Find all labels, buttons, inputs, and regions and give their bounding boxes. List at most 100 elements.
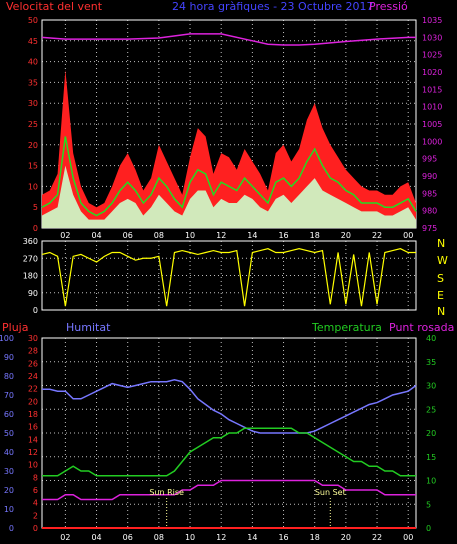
direction-y-tick-label: 0 xyxy=(33,306,38,315)
wind-x-tick-label: 00 xyxy=(403,231,413,240)
rain-y-tick-label: 8 xyxy=(33,473,38,482)
pressure-y-tick-label: 1030 xyxy=(422,33,442,42)
rain-y-tick-label: 10 xyxy=(28,461,38,470)
humidity-y-tick-label: 10 xyxy=(4,505,14,514)
wind-x-tick-label: 08 xyxy=(154,231,164,240)
pressure-y-tick-label: 975 xyxy=(422,224,437,233)
wind-series xyxy=(41,33,417,228)
pressure-y-tick-label: 995 xyxy=(422,155,437,164)
climate-x-tick-label: 08 xyxy=(154,533,164,542)
rain-label: Pluja xyxy=(2,321,28,334)
rain-y-tick-label: 30 xyxy=(28,334,38,343)
wind-y-tick-label: 10 xyxy=(28,182,38,191)
rain-y-tick-label: 2 xyxy=(33,511,38,520)
compass-label: N xyxy=(437,305,445,318)
climate-x-tick-label: 12 xyxy=(216,533,226,542)
climate-x-tick-label: 02 xyxy=(60,533,70,542)
humidity-y-tick-label: 40 xyxy=(4,448,14,457)
pressure-right-axis: 975 980 985 990 995 1000 1005 1010 1015 1020 1025 1… xyxy=(422,16,442,233)
humidity-y-tick-label: 100 xyxy=(0,334,14,343)
wind-x-tick-label: 22 xyxy=(372,231,382,240)
pressure-y-tick-label: 1025 xyxy=(422,51,442,60)
climate-x-tick-label: 04 xyxy=(91,533,101,542)
pressure-y-tick-label: 990 xyxy=(422,172,437,181)
temperature-y-tick-label: 0 xyxy=(426,524,431,533)
wind-x-tick-label: 20 xyxy=(341,231,351,240)
wind-x-tick-label: 04 xyxy=(91,231,101,240)
climate-x-tick-label: 16 xyxy=(278,533,288,542)
rain-y-tick-label: 18 xyxy=(28,410,38,419)
rain-y-tick-label: 26 xyxy=(28,359,38,368)
rain-y-tick-label: 16 xyxy=(28,423,38,432)
pressure-line xyxy=(41,33,416,46)
temperature-right-axis: 0 5 10 15 20 25 30 35 40 xyxy=(426,334,436,533)
humidity-left-axis: 0 10 20 30 40 50 60 70 80 90 100 xyxy=(0,334,14,533)
temperature-y-tick-label: 5 xyxy=(426,500,431,509)
wind-x-tick-label: 02 xyxy=(60,231,70,240)
rain-y-tick-label: 24 xyxy=(28,372,38,381)
climate-x-tick-label: 00 xyxy=(403,533,413,542)
wind-y-tick-label: 15 xyxy=(28,162,38,171)
pressure-label: Pressió xyxy=(369,0,408,13)
climate-x-tick-label: 20 xyxy=(341,533,351,542)
wind-y-tick-label: 50 xyxy=(28,16,38,25)
wind-y-tick-label: 25 xyxy=(28,120,38,129)
wind-direction-line xyxy=(41,248,416,307)
temperature-y-tick-label: 35 xyxy=(426,358,436,367)
wind-average-line xyxy=(41,136,417,217)
direction-y-tick-label: 270 xyxy=(23,254,38,263)
rain-y-tick-label: 28 xyxy=(28,347,38,356)
sun-event-label: Sun Rise xyxy=(149,488,184,497)
climate-x-axis: 02 04 06 08 10 12 14 16 18 20 22 00 xyxy=(60,533,413,542)
wind-y-tick-label: 20 xyxy=(28,141,38,150)
wind-x-tick-label: 10 xyxy=(185,231,195,240)
compass-label: N xyxy=(437,237,445,250)
humidity-y-tick-label: 60 xyxy=(4,410,14,419)
temperature-y-tick-label: 20 xyxy=(426,429,436,438)
rain-y-tick-label: 12 xyxy=(28,448,38,457)
humidity-y-tick-label: 80 xyxy=(4,372,14,381)
pressure-y-tick-label: 1020 xyxy=(422,68,442,77)
humidity-y-tick-label: 0 xyxy=(9,524,14,533)
pressure-y-tick-label: 985 xyxy=(422,189,437,198)
rain-y-tick-label: 4 xyxy=(33,499,38,508)
rain-y-tick-label: 6 xyxy=(33,486,38,495)
wind-y-tick-label: 30 xyxy=(28,99,38,108)
dewpoint-line xyxy=(42,479,416,501)
wind-y-tick-label: 45 xyxy=(28,37,38,46)
wind-x-tick-label: 06 xyxy=(123,231,133,240)
temperature-y-tick-label: 40 xyxy=(426,334,436,343)
wind-gust-area xyxy=(42,69,416,228)
pressure-y-tick-label: 1015 xyxy=(422,85,442,94)
rain-y-tick-label: 14 xyxy=(28,435,38,444)
climate-x-tick-label: 14 xyxy=(247,533,257,542)
direction-series xyxy=(41,248,416,307)
rain-y-tick-label: 22 xyxy=(28,385,38,394)
wind-y-tick-label: 5 xyxy=(33,203,38,212)
humidity-y-tick-label: 20 xyxy=(4,486,14,495)
pressure-y-tick-label: 1035 xyxy=(422,16,442,25)
climate-series xyxy=(42,379,417,529)
humidity-y-tick-label: 90 xyxy=(4,353,14,362)
humidity-y-tick-label: 50 xyxy=(4,429,14,438)
pressure-y-tick-label: 1000 xyxy=(422,137,442,146)
chart-title: 24 hora gràfiques - 23 Octubre 2017 xyxy=(172,0,374,13)
humidity-y-tick-label: 30 xyxy=(4,467,14,476)
rain-y-tick-label: 20 xyxy=(28,397,38,406)
wind-y-tick-label: 40 xyxy=(28,58,38,67)
wind-speed-label: Velocitat del vent xyxy=(6,0,103,13)
humidity-line xyxy=(42,379,417,434)
temperature-y-tick-label: 30 xyxy=(426,382,436,391)
wind-y-tick-label: 0 xyxy=(33,224,38,233)
sun-annotations: Sun Rise Sun Set xyxy=(149,488,346,528)
dewpoint-label: Punt rosada xyxy=(389,321,454,334)
direction-left-axis: 0 90 180 270 360 xyxy=(23,237,38,315)
temperature-label: Temperatura xyxy=(311,321,382,334)
pressure-y-tick-label: 1005 xyxy=(422,120,442,129)
temperature-line xyxy=(42,427,416,477)
rain-y-tick-label: 0 xyxy=(33,524,38,533)
pressure-y-tick-label: 1010 xyxy=(422,103,442,112)
